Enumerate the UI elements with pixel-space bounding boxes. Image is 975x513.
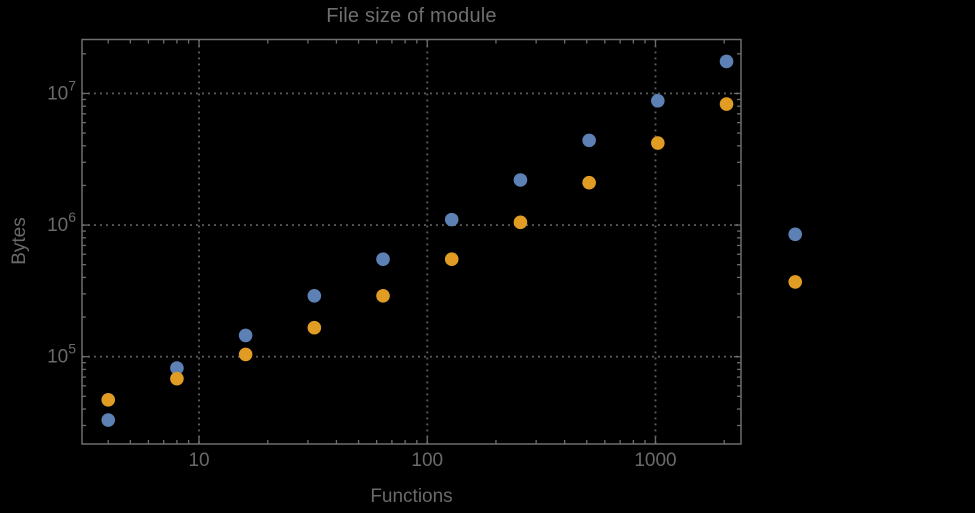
y-tick-label: 106: [47, 209, 76, 236]
data-point-blue: [170, 361, 184, 375]
x-tick-label: 100: [411, 450, 443, 471]
data-point-blue: [651, 93, 665, 108]
x-tick-label: 10: [188, 450, 209, 471]
y-axis-label: Bytes: [9, 217, 30, 265]
data-point-orange: [170, 371, 184, 386]
data-point-blue: [513, 173, 528, 187]
data-point-blue: [101, 413, 116, 427]
data-point-blue: [307, 289, 322, 303]
data-point-orange: [101, 393, 116, 407]
plot-frame: [81, 38, 742, 445]
y-tick-label: 107: [47, 77, 76, 104]
data-point-blue: [376, 252, 390, 267]
data-point-blue: [582, 133, 596, 148]
plot-title: File size of module: [326, 5, 497, 27]
data-point-orange: [719, 97, 734, 111]
data-point-orange: [376, 289, 390, 303]
data-point-blue: [719, 54, 734, 69]
data-point-blue: [788, 227, 803, 242]
data-point-blue: [444, 212, 459, 227]
data-point-orange: [513, 215, 528, 230]
y-tick-label: 105: [47, 341, 76, 368]
x-tick-label: 1000: [634, 450, 676, 471]
data-point-orange: [444, 252, 459, 267]
data-point-orange: [651, 136, 665, 150]
data-point-orange: [307, 320, 322, 335]
data-point-orange: [788, 275, 803, 289]
data-point-blue: [238, 328, 253, 343]
data-point-orange: [238, 347, 253, 362]
data-point-orange: [582, 175, 596, 190]
x-axis-label: Functions: [370, 486, 453, 507]
